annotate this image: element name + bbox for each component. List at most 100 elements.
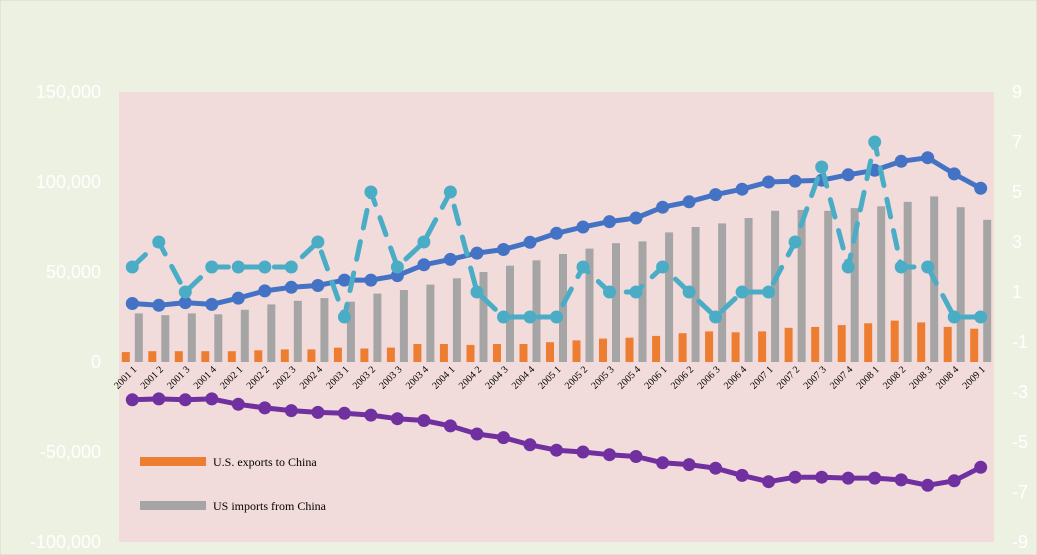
lines-group	[125, 135, 988, 492]
bar-0-10	[386, 347, 395, 362]
right-tick-label: -5	[1012, 432, 1028, 452]
bar-1-8	[346, 301, 355, 362]
point-2-24	[762, 285, 776, 299]
left-tick-label: -100,000	[30, 532, 101, 552]
bar-1-31	[956, 207, 965, 362]
point-0-15	[523, 235, 537, 249]
point-2-3	[205, 260, 219, 274]
point-0-12	[443, 252, 457, 266]
bar-1-24	[771, 210, 780, 362]
point-2-9	[364, 185, 378, 199]
right-tick-label: 3	[1012, 232, 1022, 252]
point-1-10	[390, 412, 404, 426]
point-2-31	[947, 310, 961, 324]
point-0-16	[550, 226, 563, 240]
bar-0-31	[943, 326, 952, 362]
left-tick-label: 50,000	[46, 262, 101, 282]
bar-1-26	[824, 210, 833, 362]
point-0-18	[603, 215, 616, 229]
bar-1-17	[585, 248, 594, 362]
legend-label-0: U.S. exports to China	[213, 455, 317, 469]
bar-1-5	[267, 304, 276, 362]
bar-0-4	[227, 351, 236, 362]
bar-0-6	[280, 349, 289, 362]
legend: U.S. exports to China US imports from Chi…	[140, 455, 327, 513]
point-2-11	[417, 235, 431, 249]
bar-0-12	[439, 344, 448, 362]
point-2-10	[390, 260, 404, 274]
point-1-9	[364, 408, 378, 422]
point-2-15	[523, 310, 537, 324]
point-2-2	[178, 285, 192, 299]
point-0-0	[125, 297, 139, 310]
point-2-30	[921, 260, 935, 274]
bar-1-12	[452, 278, 461, 362]
legend-swatch-0	[140, 457, 206, 466]
point-2-0	[125, 260, 139, 274]
bar-1-6	[293, 300, 302, 362]
point-0-21	[682, 195, 696, 209]
left-tick-label: 0	[91, 352, 101, 372]
point-1-19	[629, 450, 643, 463]
point-2-18	[603, 285, 616, 299]
bar-1-28	[877, 206, 886, 362]
point-2-28	[868, 135, 882, 149]
bar-1-1	[161, 315, 170, 362]
point-0-30	[921, 151, 935, 165]
bar-1-10	[399, 290, 408, 362]
point-0-22	[709, 188, 723, 202]
point-2-4	[231, 260, 245, 274]
bar-0-16	[546, 342, 554, 362]
point-0-29	[894, 154, 908, 168]
bar-0-13	[466, 344, 475, 362]
point-1-12	[443, 419, 457, 433]
point-1-22	[709, 461, 723, 475]
point-1-3	[205, 392, 219, 406]
point-0-19	[629, 211, 643, 225]
point-1-14	[497, 431, 510, 445]
bar-0-2	[174, 351, 183, 362]
point-1-11	[417, 414, 431, 427]
point-1-13	[470, 427, 484, 441]
right-axis: 9 7 5 3 1 -1 -3 -5 -7 -9	[1012, 82, 1028, 552]
point-0-31	[947, 167, 961, 181]
right-tick-label: -7	[1012, 482, 1028, 502]
point-2-20	[656, 260, 670, 274]
point-1-23	[735, 468, 749, 482]
point-1-15	[523, 438, 537, 452]
bar-1-11	[426, 284, 435, 362]
point-0-27	[841, 168, 855, 182]
bar-1-18	[612, 243, 620, 362]
point-2-17	[576, 260, 590, 274]
bar-1-21	[691, 227, 700, 362]
bar-1-20	[665, 232, 674, 362]
bar-1-0	[134, 313, 143, 362]
bar-1-22	[718, 223, 727, 362]
bar-0-15	[519, 344, 528, 362]
point-2-29	[894, 260, 908, 274]
bar-1-29	[903, 201, 912, 362]
bar-0-19	[625, 337, 634, 362]
right-tick-label: -1	[1012, 332, 1028, 352]
point-0-11	[417, 258, 431, 272]
bar-1-9	[373, 293, 382, 362]
bar-0-8	[333, 347, 342, 362]
point-2-7	[311, 235, 325, 249]
point-0-9	[364, 273, 378, 287]
point-2-23	[735, 285, 749, 299]
point-1-30	[921, 478, 935, 492]
point-1-27	[841, 471, 855, 485]
bar-1-14	[506, 265, 514, 362]
point-1-26	[815, 470, 829, 484]
bar-1-16	[559, 254, 567, 362]
bars-group	[121, 196, 992, 362]
point-1-20	[656, 456, 670, 470]
point-2-19	[629, 285, 643, 299]
bar-0-1	[148, 351, 157, 362]
left-tick-label: 150,000	[36, 82, 101, 102]
right-tick-label: 1	[1012, 282, 1022, 302]
right-tick-label: -3	[1012, 382, 1028, 402]
point-2-5	[258, 260, 272, 274]
point-0-7	[311, 279, 325, 292]
